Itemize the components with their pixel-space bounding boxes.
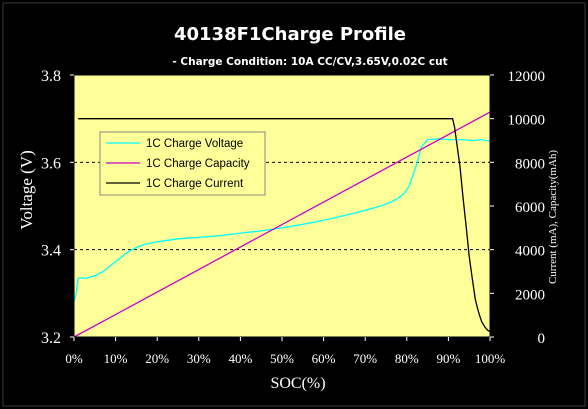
x-tick-label-0: 0% xyxy=(65,351,83,366)
y-left-axis-ticks: 3.2 3.4 3.6 3.8 xyxy=(41,68,74,347)
series-layer xyxy=(73,111,491,338)
x-tick-label-5: 50% xyxy=(270,351,294,366)
chart-subtitle: - Charge Condition: 10A CC/CV,3.65V,0.02… xyxy=(172,56,447,68)
x-tick-label-1: 10% xyxy=(104,351,128,366)
x-tick-label-6: 60% xyxy=(312,351,336,366)
voltage-line xyxy=(73,138,491,303)
capacity-line xyxy=(73,111,491,338)
x-axis-ticks: 0% 10% 20% 30% 40% 50% 60% 70% 80% 90% 100% xyxy=(65,337,505,366)
x-tick-label-3: 30% xyxy=(187,351,211,366)
current-line xyxy=(78,118,491,333)
legend-label-0: 1C Charge Voltage xyxy=(146,138,243,150)
legend: 1C Charge Voltage 1C Charge Capacity 1C Ch… xyxy=(99,131,266,196)
chart-title: 40138F1Charge Profile xyxy=(174,24,406,45)
legend-label-2: 1C Charge Current xyxy=(146,178,244,190)
y-right-axis-ticks: 0 2000 4000 6000 8000 10000 12000 xyxy=(490,69,545,347)
y-right-tick-label-1: 2000 xyxy=(515,287,545,303)
plot-area xyxy=(74,75,490,337)
y-right-tick-label-5: 10000 xyxy=(508,113,546,129)
x-tick-label-9: 90% xyxy=(436,351,460,366)
y-left-tick-label-0: 3.2 xyxy=(41,330,61,347)
y-left-tick-label-2: 3.6 xyxy=(41,155,61,172)
y-right-tick-label-6: 12000 xyxy=(508,69,546,85)
x-tick-label-8: 80% xyxy=(395,351,419,366)
x-tick-label-7: 70% xyxy=(353,351,377,366)
y-right-tick-label-2: 4000 xyxy=(515,244,545,260)
x-tick-label-2: 20% xyxy=(145,351,169,366)
y-right-axis-label: Current (mA), Capacity(mAh) xyxy=(547,150,559,284)
y-right-tick-label-0: 0 xyxy=(538,331,546,347)
x-tick-label-10: 100% xyxy=(475,351,506,366)
y-right-tick-label-4: 8000 xyxy=(515,156,545,172)
x-axis-label: SOC(%) xyxy=(270,375,325,392)
y-left-tick-label-1: 3.4 xyxy=(41,243,61,260)
x-tick-label-4: 40% xyxy=(228,351,252,366)
y-left-axis-label: Voltage (V) xyxy=(17,150,36,229)
y-right-tick-label-3: 6000 xyxy=(515,200,545,216)
legend-label-1: 1C Charge Capacity xyxy=(146,158,250,170)
y-left-tick-label-3: 3.8 xyxy=(41,68,61,85)
